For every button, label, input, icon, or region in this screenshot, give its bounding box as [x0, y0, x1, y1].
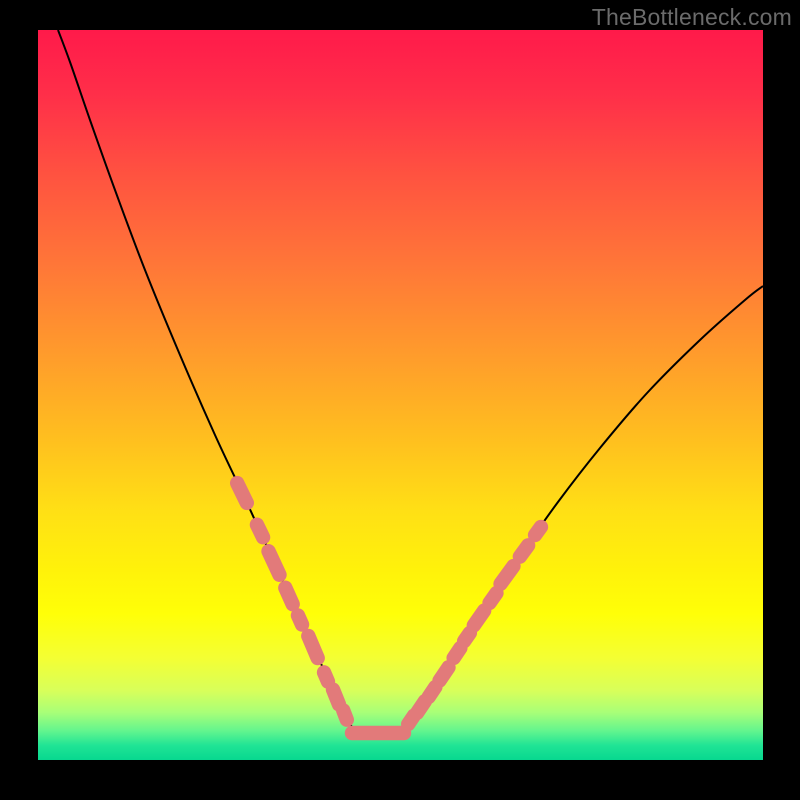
chart-svg [0, 0, 800, 800]
curve-marker [345, 726, 411, 740]
plot-background [38, 30, 763, 760]
watermark-label: TheBottleneck.com [592, 4, 792, 31]
chart-stage: TheBottleneck.com [0, 0, 800, 800]
